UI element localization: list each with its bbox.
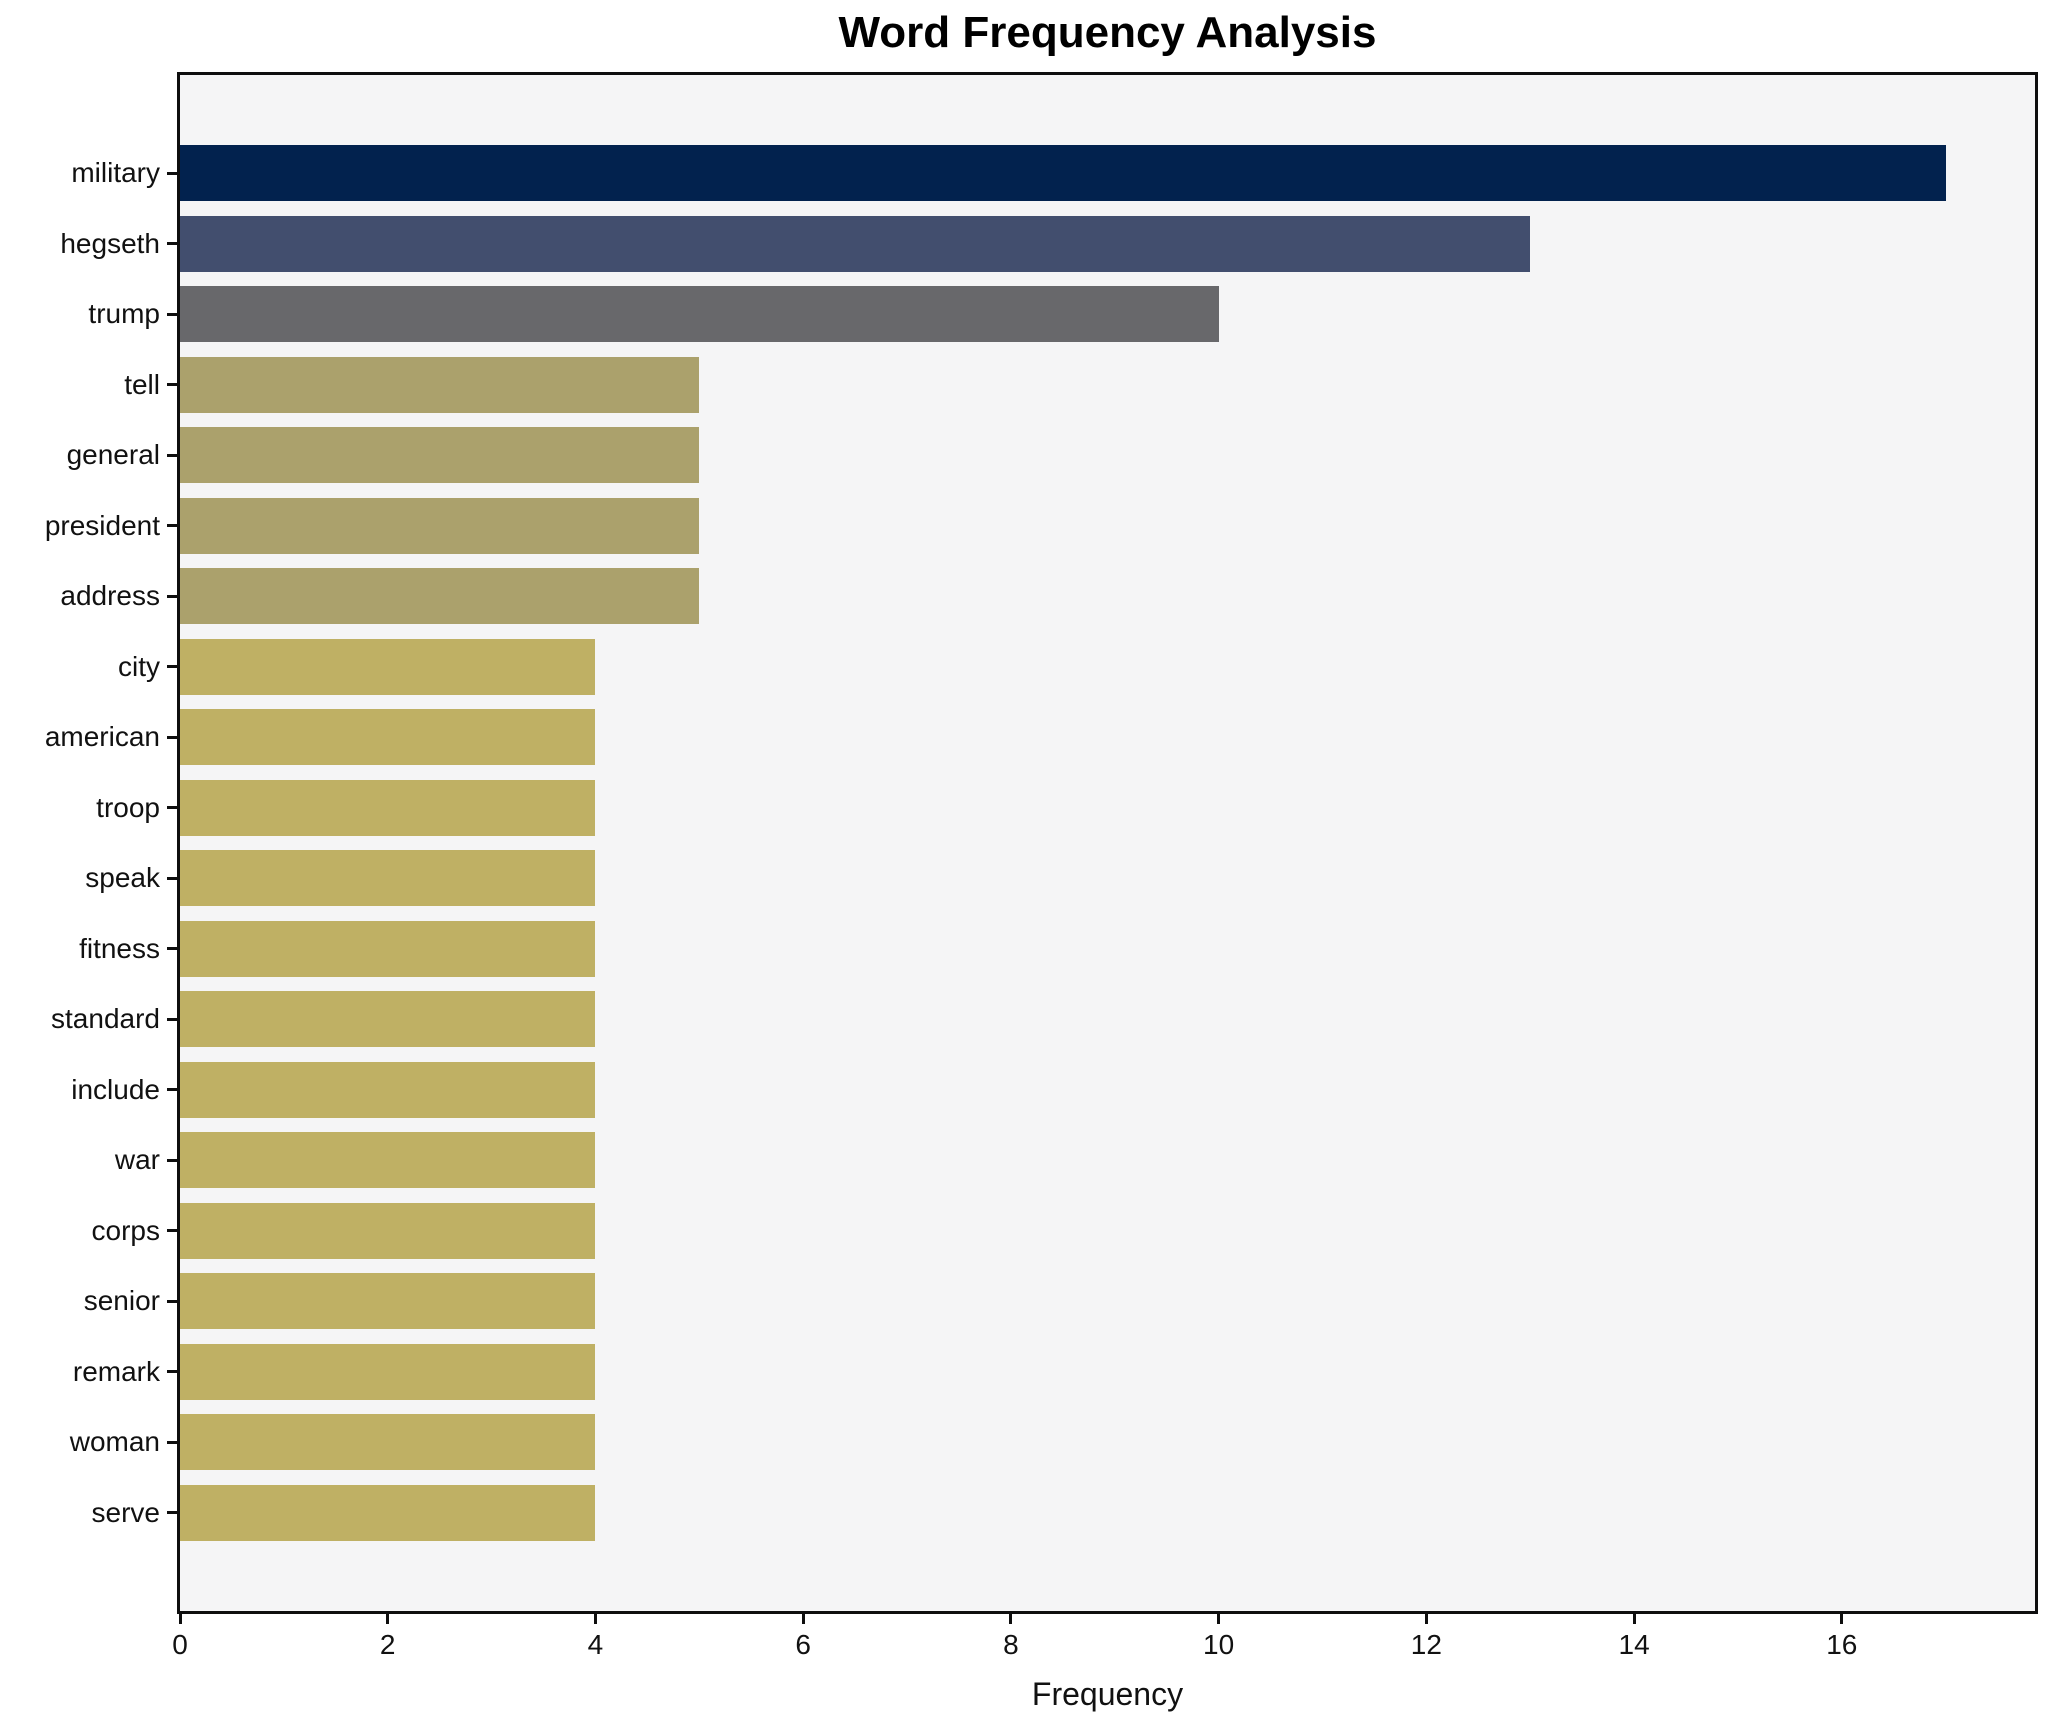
y-tick-label-woman: woman	[69, 1426, 160, 1458]
y-tickmark	[167, 947, 177, 951]
x-tickmark	[386, 1614, 390, 1624]
y-tickmark	[167, 383, 177, 387]
y-tickmark	[167, 735, 177, 739]
bar-tell	[180, 356, 700, 413]
y-tickmark	[167, 1088, 177, 1092]
x-tick-label-8: 8	[1003, 1629, 1019, 1660]
bar-city	[180, 638, 596, 695]
x-tickmark	[178, 1614, 182, 1624]
y-tickmark	[167, 1511, 177, 1515]
y-tickmark	[167, 876, 177, 880]
y-tick-label-include: include	[71, 1073, 160, 1105]
bar-serve	[180, 1484, 596, 1541]
y-tickmark	[167, 665, 177, 669]
plot-area: military hegseth trump tell general president…	[45, 72, 2038, 1660]
bar-address	[180, 568, 700, 625]
x-tick-label-4: 4	[587, 1629, 604, 1660]
y-tick-label-war: war	[114, 1144, 160, 1176]
y-tickmark	[167, 171, 177, 175]
x-tick-label-0: 0	[172, 1629, 188, 1660]
chart-title: Word Frequency Analysis	[838, 8, 1377, 57]
bar-fitness	[180, 920, 596, 977]
x-tickmark	[593, 1614, 597, 1624]
y-tick-label-trump: trump	[88, 298, 160, 330]
y-tickmark	[167, 1440, 177, 1444]
y-tick-label-address: address	[60, 580, 160, 612]
y-tick-label-standard: standard	[51, 1003, 160, 1035]
x-tick-label-16: 16	[1826, 1629, 1858, 1660]
y-tick-label-general: general	[66, 439, 160, 471]
x-tick-label-6: 6	[795, 1629, 811, 1660]
y-tick-label-president: president	[44, 509, 160, 541]
bar-remark	[180, 1343, 596, 1400]
bar-corps	[180, 1202, 596, 1259]
y-tickmark	[167, 312, 177, 316]
y-tickmark	[167, 806, 177, 810]
y-tick-label-hegseth: hegseth	[60, 227, 160, 259]
y-tick-label-tell: tell	[124, 368, 160, 400]
bar-president	[180, 497, 700, 554]
bar-military	[180, 145, 1946, 202]
x-tickmark	[1632, 1614, 1636, 1624]
x-tickmark	[1217, 1614, 1221, 1624]
y-tickmark	[167, 1017, 177, 1021]
y-tickmark	[167, 1158, 177, 1162]
bar-war	[180, 1132, 596, 1189]
bar-woman	[180, 1414, 596, 1471]
y-tick-label-remark: remark	[72, 1355, 160, 1387]
y-tickmark	[167, 524, 177, 528]
bar-speak	[180, 850, 596, 907]
bar-standard	[180, 991, 596, 1048]
x-tickmark	[1840, 1614, 1844, 1624]
y-tick-label-troop: troop	[96, 791, 160, 823]
y-tick-label-speak: speak	[85, 862, 160, 894]
y-tickmark	[167, 453, 177, 457]
x-tick-label-10: 10	[1203, 1629, 1235, 1660]
y-tick-label-serve: serve	[91, 1496, 160, 1528]
y-tickmark	[167, 242, 177, 246]
y-tick-label-military: military	[71, 157, 160, 189]
x-tick-label-12: 12	[1410, 1629, 1442, 1660]
bar-troop	[180, 779, 596, 836]
y-tick-label-city: city	[118, 650, 160, 682]
x-tickmark	[801, 1614, 805, 1624]
x-tick-label-14: 14	[1618, 1629, 1650, 1660]
x-axis-label: Frequency	[1031, 1676, 1184, 1712]
bar-trump	[180, 286, 1219, 343]
y-tick-label-senior: senior	[83, 1285, 160, 1317]
y-tick-label-fitness: fitness	[79, 932, 160, 964]
y-tickmark	[167, 1299, 177, 1303]
y-tick-label-corps: corps	[91, 1214, 160, 1246]
x-tick-label-2: 2	[379, 1629, 396, 1660]
y-tickmark	[167, 1370, 177, 1374]
bar-senior	[180, 1273, 596, 1330]
y-tickmark	[167, 1229, 177, 1233]
y-tick-label-american: american	[44, 721, 160, 753]
bar-american	[180, 709, 596, 766]
x-tickmark	[1009, 1614, 1013, 1624]
bar-include	[180, 1061, 596, 1118]
y-tickmark	[167, 594, 177, 598]
bar-general	[180, 427, 700, 484]
bar-hegseth	[180, 215, 1531, 272]
x-tickmark	[1424, 1614, 1428, 1624]
